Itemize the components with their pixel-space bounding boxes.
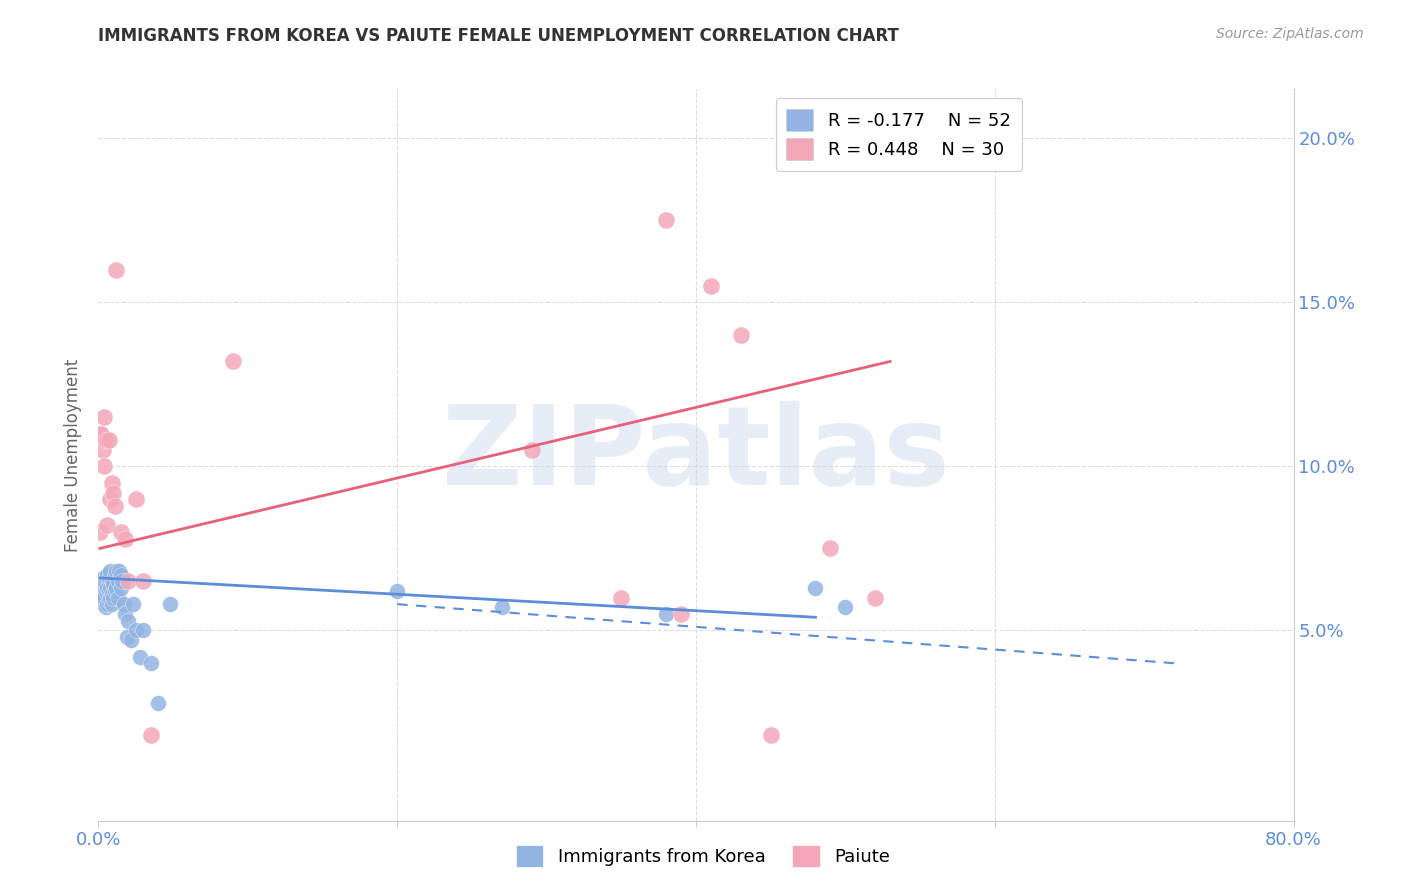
Point: [94, 433, 117, 447]
Point: [93, 591, 115, 605]
Point: [700, 279, 723, 293]
Point: [108, 565, 131, 579]
Point: [89, 581, 111, 595]
Point: [96, 518, 118, 533]
Text: Source: ZipAtlas.com: Source: ZipAtlas.com: [1216, 27, 1364, 41]
Point: [112, 597, 135, 611]
Point: [90, 426, 112, 441]
Point: [96, 597, 118, 611]
Point: [96, 581, 118, 595]
Point: [101, 587, 124, 601]
Point: [121, 597, 143, 611]
Point: [91, 442, 114, 457]
Point: [865, 591, 887, 605]
Point: [117, 614, 139, 628]
Point: [97, 594, 120, 608]
Point: [104, 584, 127, 599]
Legend: Immigrants from Korea, Paiute: Immigrants from Korea, Paiute: [509, 838, 897, 874]
Point: [117, 574, 139, 589]
Point: [110, 567, 132, 582]
Point: [91, 584, 114, 599]
Point: [730, 328, 752, 343]
Point: [97, 584, 120, 599]
Point: [100, 492, 122, 507]
Point: [96, 567, 118, 582]
Point: [93, 459, 115, 474]
Point: [97, 433, 120, 447]
Point: [111, 574, 134, 589]
Point: [97, 571, 120, 585]
Point: [103, 485, 125, 500]
Point: [107, 574, 129, 589]
Y-axis label: Female Unemployment: Female Unemployment: [65, 359, 83, 551]
Point: [91, 597, 114, 611]
Point: [139, 728, 162, 742]
Point: [104, 567, 127, 582]
Point: [104, 499, 127, 513]
Point: [222, 354, 245, 368]
Point: [93, 410, 115, 425]
Point: [110, 581, 132, 595]
Point: [114, 532, 136, 546]
Legend: R = -0.177    N = 52, R = 0.448    N = 30: R = -0.177 N = 52, R = 0.448 N = 30: [776, 98, 1022, 171]
Point: [148, 696, 170, 710]
Point: [120, 633, 142, 648]
Point: [103, 577, 125, 591]
Point: [101, 597, 124, 611]
Point: [655, 607, 678, 621]
Point: [159, 597, 181, 611]
Point: [94, 584, 117, 599]
Point: [101, 574, 124, 589]
Point: [100, 591, 122, 605]
Point: [834, 600, 856, 615]
Point: [114, 607, 136, 621]
Point: [610, 591, 633, 605]
Point: [100, 565, 122, 579]
Point: [94, 571, 117, 585]
Point: [491, 600, 513, 615]
Point: [139, 656, 162, 670]
Point: [820, 541, 842, 556]
Point: [132, 574, 155, 589]
Point: [103, 591, 125, 605]
Text: ZIPatlas: ZIPatlas: [441, 401, 950, 508]
Point: [90, 574, 112, 589]
Point: [125, 492, 148, 507]
Point: [385, 584, 409, 599]
Point: [669, 607, 692, 621]
Point: [115, 630, 138, 644]
Point: [759, 728, 782, 742]
Point: [129, 649, 152, 664]
Point: [804, 581, 827, 595]
Point: [132, 624, 155, 638]
Point: [90, 591, 112, 605]
Point: [107, 591, 129, 605]
Point: [89, 426, 111, 441]
Point: [93, 574, 115, 589]
Point: [94, 600, 117, 615]
Text: IMMIGRANTS FROM KOREA VS PAIUTE FEMALE UNEMPLOYMENT CORRELATION CHART: IMMIGRANTS FROM KOREA VS PAIUTE FEMALE U…: [98, 27, 900, 45]
Point: [105, 262, 128, 277]
Point: [105, 565, 128, 579]
Point: [100, 581, 122, 595]
Point: [91, 571, 114, 585]
Point: [110, 524, 132, 539]
Point: [655, 213, 678, 227]
Point: [105, 581, 128, 595]
Point: [125, 624, 148, 638]
Point: [89, 524, 111, 539]
Point: [520, 442, 543, 457]
Point: [101, 475, 124, 490]
